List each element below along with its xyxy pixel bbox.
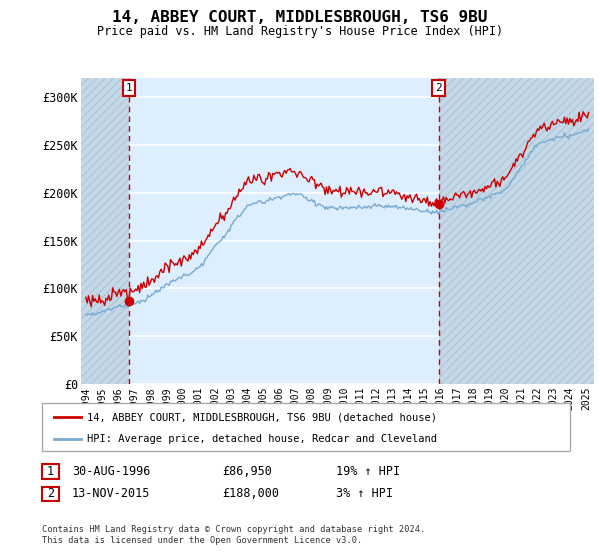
Text: HPI: Average price, detached house, Redcar and Cleveland: HPI: Average price, detached house, Redc… — [87, 434, 437, 444]
Text: 1: 1 — [47, 465, 54, 478]
Polygon shape — [81, 78, 129, 384]
Text: 2: 2 — [47, 487, 54, 501]
Text: 14, ABBEY COURT, MIDDLESBROUGH, TS6 9BU (detached house): 14, ABBEY COURT, MIDDLESBROUGH, TS6 9BU … — [87, 413, 437, 422]
Text: Price paid vs. HM Land Registry's House Price Index (HPI): Price paid vs. HM Land Registry's House … — [97, 25, 503, 38]
Text: 13-NOV-2015: 13-NOV-2015 — [72, 487, 151, 501]
Text: 2: 2 — [435, 83, 442, 93]
Text: 1: 1 — [125, 83, 132, 93]
Text: Contains HM Land Registry data © Crown copyright and database right 2024.
This d: Contains HM Land Registry data © Crown c… — [42, 525, 425, 545]
Text: 3% ↑ HPI: 3% ↑ HPI — [336, 487, 393, 501]
Text: 30-AUG-1996: 30-AUG-1996 — [72, 465, 151, 478]
Text: £188,000: £188,000 — [222, 487, 279, 501]
Text: £86,950: £86,950 — [222, 465, 272, 478]
Text: 19% ↑ HPI: 19% ↑ HPI — [336, 465, 400, 478]
Text: 14, ABBEY COURT, MIDDLESBROUGH, TS6 9BU: 14, ABBEY COURT, MIDDLESBROUGH, TS6 9BU — [112, 10, 488, 25]
Polygon shape — [439, 78, 594, 384]
